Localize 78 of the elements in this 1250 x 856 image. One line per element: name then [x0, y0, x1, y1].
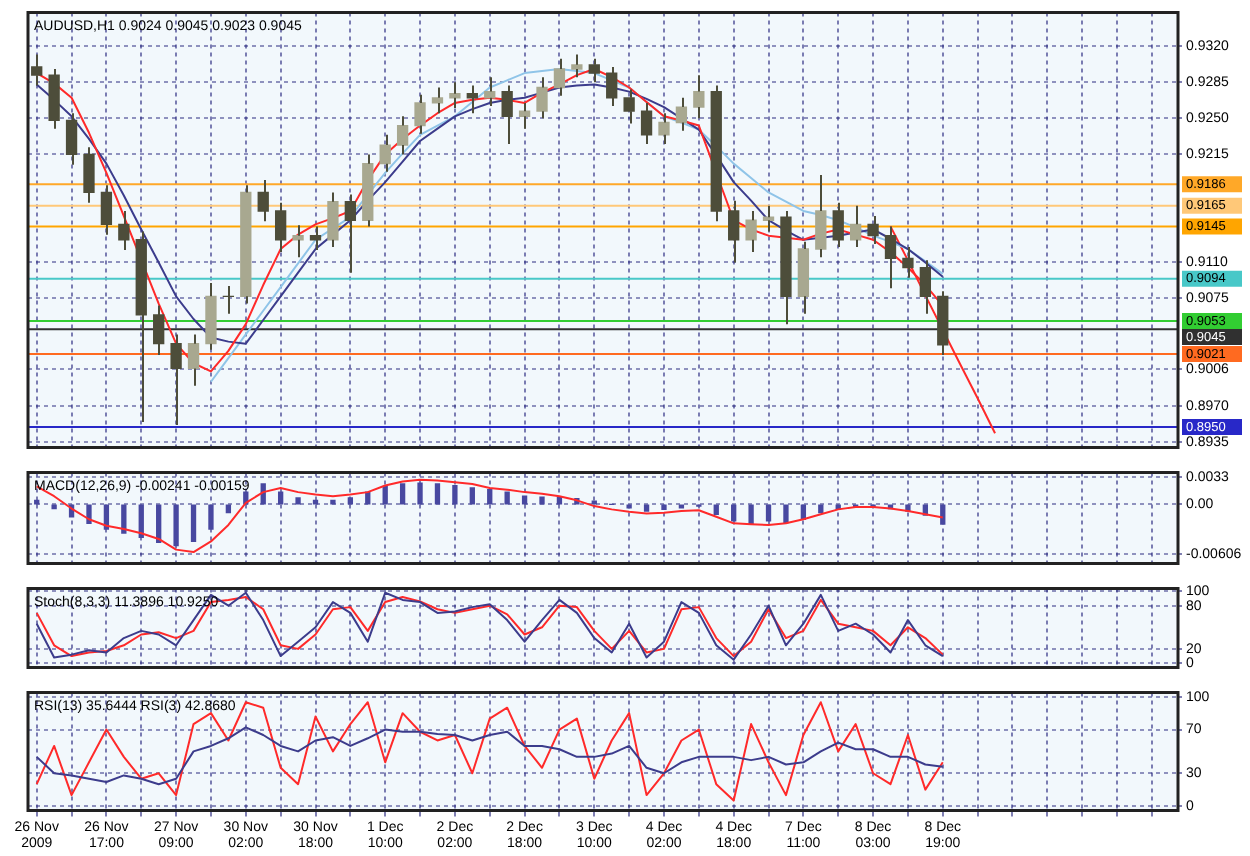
candlestick [536, 76, 548, 120]
candlestick [501, 84, 513, 146]
bar [748, 504, 754, 524]
bar [434, 483, 441, 505]
candlestick [937, 290, 949, 356]
bar [521, 495, 528, 505]
bar [312, 499, 319, 505]
bar [208, 504, 214, 530]
candlestick [762, 204, 775, 233]
candlestick [919, 259, 932, 315]
candlestick [362, 153, 374, 228]
candlestick [83, 146, 95, 204]
candlestick [588, 57, 600, 84]
candlestick [396, 115, 409, 156]
candlestick [274, 201, 287, 254]
candlestick [170, 333, 182, 426]
candlestick [379, 133, 391, 173]
candlestick [849, 204, 862, 248]
candlestick [553, 57, 566, 97]
bar [487, 488, 493, 505]
candlestick [292, 224, 304, 259]
bar [643, 504, 650, 512]
candlestick [745, 209, 757, 254]
candlestick [832, 201, 844, 248]
bar [399, 483, 406, 505]
bar [51, 504, 57, 510]
bar [731, 504, 737, 522]
candlestick [414, 93, 426, 135]
candlestick [118, 209, 130, 252]
candlestick [902, 245, 914, 279]
bar [504, 491, 510, 505]
candlestick [797, 240, 810, 315]
bar [382, 485, 388, 505]
bar [713, 504, 719, 515]
bar [452, 484, 458, 505]
candlestick [571, 53, 583, 79]
candlestick [658, 112, 670, 146]
bar [783, 504, 789, 524]
bar [173, 504, 179, 547]
candlestick [606, 65, 618, 108]
candlestick [675, 96, 688, 132]
bar [295, 497, 301, 505]
candlestick [449, 81, 461, 110]
bar [818, 504, 824, 514]
candlestick [100, 184, 113, 236]
bar [347, 497, 354, 505]
candlestick [327, 191, 339, 248]
candlestick [48, 67, 60, 130]
candlestick [153, 304, 165, 356]
candlestick [623, 88, 635, 125]
bar [156, 504, 162, 543]
candlestick [867, 215, 879, 245]
bar [539, 496, 545, 505]
bar [277, 491, 284, 505]
candlestick [257, 179, 269, 223]
bar [765, 504, 772, 522]
bar [469, 487, 475, 505]
bar [190, 504, 197, 543]
candlestick [693, 74, 705, 120]
candlestick [205, 281, 217, 351]
bar [225, 504, 232, 514]
candlestick [728, 199, 740, 264]
candlestick [815, 173, 827, 259]
candlestick [431, 86, 444, 115]
bar [417, 482, 423, 505]
candlestick [884, 225, 897, 290]
candlestick [65, 112, 78, 166]
bar [330, 499, 336, 505]
candlestick [187, 333, 200, 387]
candlestick [240, 184, 252, 305]
candlestick [344, 193, 357, 274]
candlestick [710, 84, 722, 223]
candlestick [780, 209, 792, 326]
candlestick [31, 53, 43, 87]
candlestick [640, 101, 653, 146]
bar [34, 499, 40, 505]
bar [940, 504, 946, 525]
bar [661, 504, 667, 511]
